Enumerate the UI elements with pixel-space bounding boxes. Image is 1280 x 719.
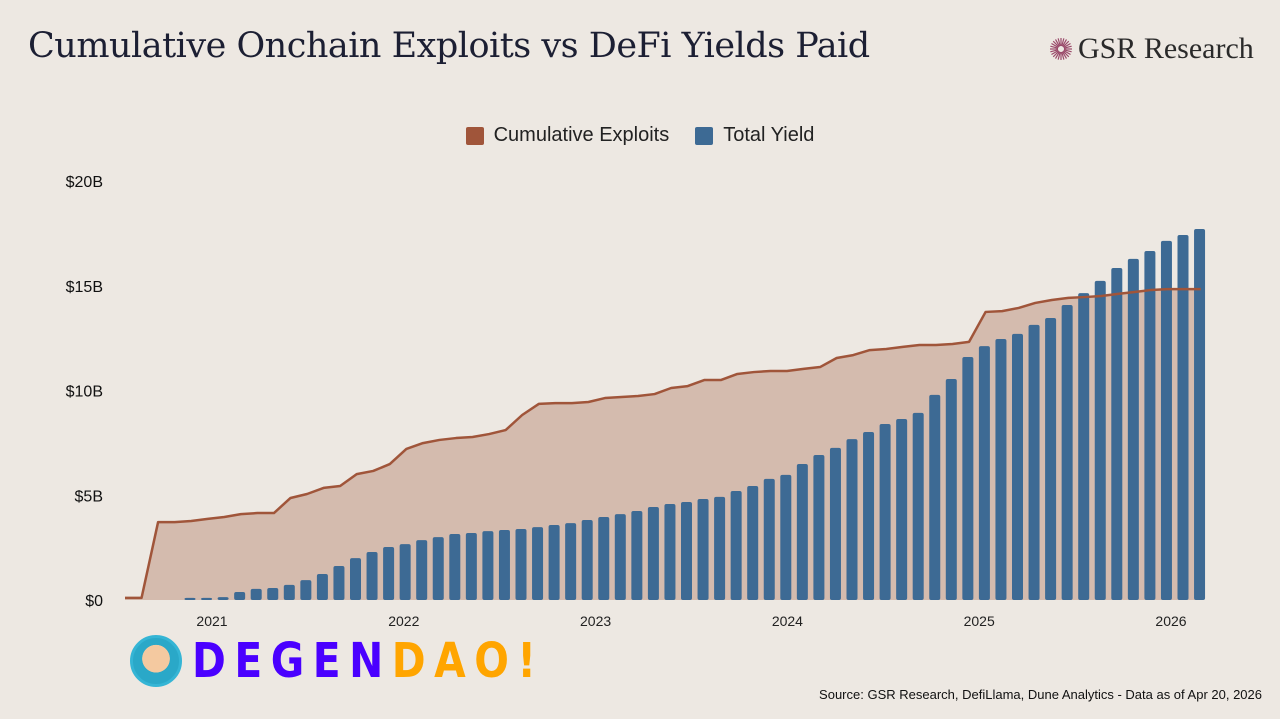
yield-bar (945, 378, 957, 600)
watermark-text: DEGENDAO! (192, 635, 544, 687)
yield-bar (267, 588, 279, 600)
yield-bar (316, 574, 328, 600)
yield-bar (647, 506, 659, 600)
x-tick-label: 2023 (580, 613, 611, 629)
legend-label-yield: Total Yield (723, 124, 815, 146)
yield-bar (565, 523, 577, 600)
legend: Cumulative Exploits Total Yield (0, 124, 1280, 147)
yield-bar (532, 527, 544, 600)
y-tick-label: $20B (66, 174, 103, 191)
brand-logo: GSR Research (1048, 32, 1254, 66)
yield-bar (995, 338, 1007, 600)
yield-bar (879, 424, 891, 600)
legend-swatch-yield (695, 126, 714, 145)
yield-bar (548, 524, 560, 600)
yield-bar (780, 474, 792, 600)
yield-bar (614, 514, 626, 600)
yield-bar (250, 588, 262, 600)
yield-bar (730, 491, 742, 600)
yield-bar (697, 499, 709, 600)
yield-bar (1094, 280, 1106, 600)
x-tick-label: 2024 (772, 613, 803, 629)
x-tick-label: 2025 (964, 613, 995, 629)
yield-bar (416, 540, 428, 600)
yield-bar (217, 597, 229, 600)
legend-swatch-exploits (465, 126, 484, 145)
yield-bar (449, 534, 461, 600)
yield-bar (283, 584, 295, 600)
yield-bar (1061, 305, 1073, 600)
yield-bar (432, 537, 444, 600)
yield-bar (201, 597, 213, 600)
yield-bar (1045, 318, 1057, 600)
yield-bar (829, 447, 841, 600)
yield-bar (631, 510, 643, 600)
yield-bar (1194, 228, 1206, 600)
yield-bar (978, 346, 990, 600)
y-tick-label: $15B (66, 279, 103, 296)
yield-bar (929, 394, 941, 600)
watermark-text-degen: DEGEN (192, 633, 392, 689)
legend-item-yield: Total Yield (695, 124, 814, 147)
legend-item-exploits: Cumulative Exploits (465, 124, 670, 147)
yield-bar (300, 580, 312, 600)
brand-name: GSR Research (1078, 32, 1254, 65)
yield-bar (714, 496, 726, 600)
yield-bar (333, 566, 345, 600)
y-tick-label: $0 (85, 593, 103, 610)
watermark-text-dao: DAO! (391, 633, 545, 689)
yield-bar (747, 486, 759, 600)
yield-bar (846, 439, 858, 600)
yield-bar (664, 504, 676, 600)
sunburst-icon (1050, 38, 1072, 60)
yield-bar (796, 464, 808, 600)
yield-bar (1078, 293, 1090, 600)
yield-bar (1127, 258, 1139, 600)
exploits-line (125, 287, 1201, 600)
yield-bar (1028, 324, 1040, 600)
yield-bar (399, 544, 411, 600)
yield-bar (581, 519, 593, 600)
yield-bar (1012, 333, 1023, 600)
y-tick-label: $5B (75, 488, 103, 505)
x-tick-label: 2021 (196, 613, 227, 629)
yield-bar (1144, 250, 1156, 600)
yield-bar (465, 532, 477, 600)
mascot-avatar (130, 635, 182, 687)
yield-bar (383, 546, 395, 600)
chart-title: Cumulative Onchain Exploits vs DeFi Yiel… (28, 26, 870, 66)
x-tick-label: 2022 (388, 613, 419, 629)
yield-bar (1111, 267, 1123, 600)
yield-bar (763, 478, 775, 600)
yield-bar (912, 412, 924, 600)
yield-bar (681, 501, 692, 600)
yield-bar (498, 530, 510, 600)
yield-bar (598, 517, 610, 600)
yield-bar (896, 418, 908, 600)
degendao-watermark: DEGENDAO! (130, 634, 607, 688)
x-tick-label: 2026 (1155, 613, 1186, 629)
yield-bar (1177, 235, 1189, 600)
yield-bar (350, 558, 361, 600)
yield-bar (863, 431, 875, 600)
yield-bar (184, 597, 196, 600)
yield-bar (1160, 240, 1172, 601)
yield-bar (962, 356, 974, 600)
source-note: Source: GSR Research, DefiLlama, Dune An… (819, 687, 1262, 702)
yield-bar (515, 528, 527, 600)
yield-bar (366, 552, 378, 600)
yield-bar (813, 455, 825, 600)
legend-label-exploits: Cumulative Exploits (493, 124, 670, 146)
yield-bar (234, 592, 246, 600)
yield-bar (482, 531, 494, 600)
y-tick-label: $10B (66, 384, 103, 401)
